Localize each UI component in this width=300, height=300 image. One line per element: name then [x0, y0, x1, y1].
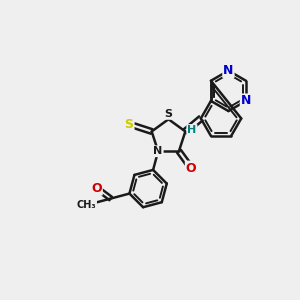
Text: H: H — [187, 125, 196, 135]
Text: O: O — [186, 162, 196, 175]
Text: S: S — [124, 118, 134, 130]
Text: N: N — [154, 146, 163, 156]
Text: N: N — [223, 64, 234, 77]
Text: CH₃: CH₃ — [76, 200, 96, 210]
Text: N: N — [241, 94, 251, 107]
Text: O: O — [91, 182, 102, 195]
Text: S: S — [164, 109, 172, 119]
